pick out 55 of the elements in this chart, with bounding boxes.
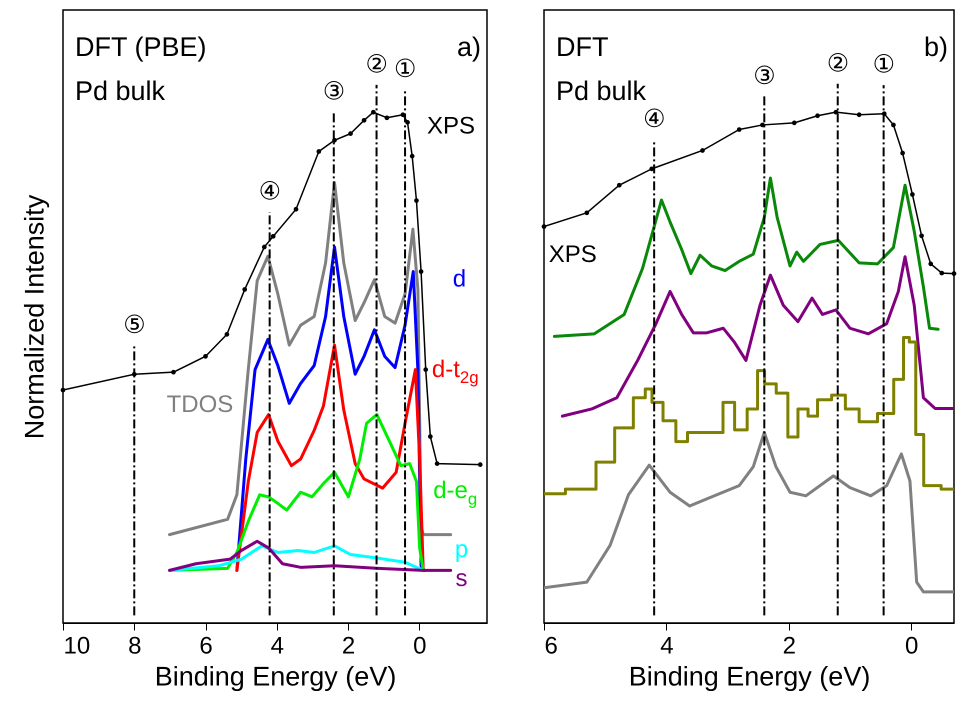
series-label: p [454, 536, 468, 564]
series-label: TDOS [166, 390, 234, 418]
point [414, 198, 419, 203]
point [60, 388, 66, 392]
point [428, 434, 433, 439]
series-label: XPS [548, 241, 597, 268]
x-tick-label: 10 [64, 632, 90, 660]
text: DFT [556, 32, 608, 62]
x-tick-label: 6 [199, 632, 213, 660]
x-axis-title: Binding Energy (eV) [154, 662, 396, 692]
point [478, 462, 483, 467]
x-tick-label: 0 [904, 632, 918, 660]
point [418, 269, 424, 274]
x-tick-label: 6 [544, 632, 558, 660]
x-tick-label: 2 [342, 632, 356, 660]
point [294, 206, 298, 212]
x-tick-label: 0 [413, 632, 426, 660]
text: DFT (PBE) [75, 32, 207, 62]
point [262, 244, 267, 250]
series-label: d [452, 266, 466, 293]
x-tick-label: 4 [660, 632, 674, 660]
point [434, 461, 440, 466]
point [384, 115, 390, 120]
ref-line-label: ② [366, 50, 388, 78]
ref-line-label: ① [394, 55, 416, 84]
ref-line-label: ④ [643, 104, 666, 133]
y-axis-title: Normalized Intensity [20, 194, 50, 440]
ref-line-label: ③ [753, 62, 776, 90]
x-tick-label: 8 [128, 632, 142, 660]
point [405, 120, 410, 125]
point [348, 131, 353, 136]
point [242, 287, 248, 292]
point [410, 154, 415, 158]
point [316, 149, 322, 154]
series-label: XPS [426, 112, 475, 140]
text: Pd bulk [556, 76, 647, 106]
point [270, 234, 276, 239]
ref-line-label: ④ [258, 178, 282, 206]
x-axis-title: Binding Energy (eV) [628, 662, 870, 692]
point [423, 367, 428, 372]
text: Pd bulk [75, 76, 166, 106]
x-tick-label: 2 [782, 632, 796, 660]
point [362, 118, 366, 123]
point [171, 370, 176, 375]
text: a) [456, 32, 482, 62]
ref-line-label: ⑤ [123, 311, 146, 340]
ref-line-label: ③ [322, 78, 346, 106]
point [203, 354, 208, 359]
point [370, 110, 376, 115]
ref-line-label: ② [826, 49, 850, 78]
series-label: s [456, 564, 468, 592]
x-tick-label: 4 [270, 632, 284, 660]
text: b) [924, 32, 948, 62]
ref-line-label: ① [872, 50, 896, 79]
point [224, 332, 230, 337]
